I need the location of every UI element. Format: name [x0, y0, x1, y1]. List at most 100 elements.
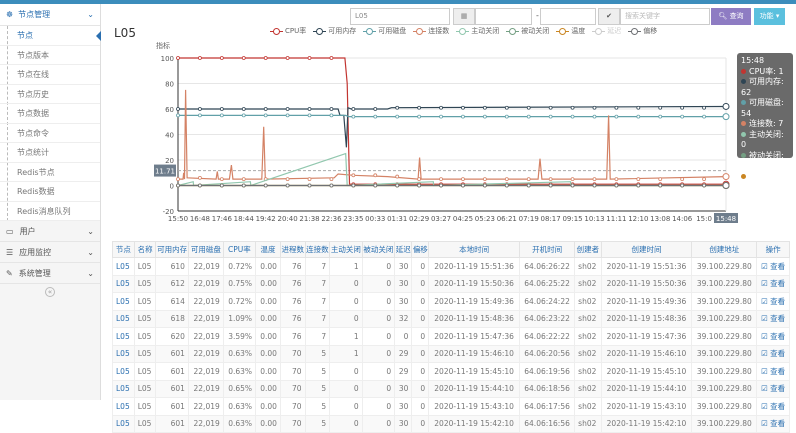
column-header[interactable]: 本地时间 [428, 241, 521, 258]
view-button[interactable]: ☑ 查看 [756, 309, 790, 328]
column-header[interactable]: 创建时间 [600, 241, 693, 258]
column-header[interactable]: 偏移 [411, 241, 430, 258]
sidebar-group[interactable]: ▭ 用户 ⌄ [0, 221, 100, 242]
column-header[interactable]: 被动关闭 [361, 241, 396, 258]
sidebar-item[interactable]: 节点 [0, 26, 101, 46]
edit-icon: ☑ [761, 261, 771, 271]
node-link[interactable]: L05 [112, 397, 135, 416]
x-tick-label: 05:23 [475, 215, 495, 223]
view-button[interactable]: ☑ 查看 [756, 397, 790, 416]
sidebar: ☸ 节点管理 ⌄ 节点 节点版本 节点在线 节点历史 节点数据 节点命令 节点统计 Redis… [0, 4, 101, 400]
legend-item[interactable]: 连接数 [413, 26, 449, 36]
view-label: 查看 [770, 331, 786, 341]
table-cell: 39.100.229.80 [691, 257, 758, 276]
node-link[interactable]: L05 [112, 362, 135, 381]
date-end-input[interactable] [540, 8, 596, 25]
legend-item[interactable]: 被动关闭 [506, 26, 549, 36]
x-tick-label: 16:48 [190, 215, 210, 223]
table-cell: 0 [411, 292, 430, 311]
calendar-icon[interactable]: ▦ [453, 8, 475, 25]
x-tick-label: 01:31 [387, 215, 407, 223]
search-input[interactable]: 搜索关键字 [620, 8, 710, 25]
sidebar-item[interactable]: 节点命令 [0, 124, 100, 143]
node-link[interactable]: L05 [112, 379, 135, 398]
column-header[interactable]: 延迟 [394, 241, 413, 258]
sidebar-collapse-button[interactable]: « [0, 284, 100, 300]
data-point [592, 177, 597, 182]
sidebar-item[interactable]: Redis消息队列 [0, 202, 100, 221]
column-header[interactable]: 连接数 [304, 241, 331, 258]
date-start-input[interactable] [475, 8, 532, 25]
table-cell: 0.63% [222, 344, 257, 363]
sidebar-item[interactable]: Redis节点 [0, 163, 100, 182]
sidebar-item[interactable]: 节点在线 [0, 65, 100, 85]
legend-item[interactable]: 温度 [556, 26, 585, 36]
column-header[interactable]: 操作 [756, 241, 790, 258]
table-cell: 0 [411, 327, 430, 346]
node-link[interactable]: L05 [112, 414, 135, 433]
view-button[interactable]: ☑ 查看 [756, 414, 790, 433]
data-point [461, 114, 465, 119]
sidebar-item[interactable]: Redis数据 [0, 182, 100, 202]
sidebar-section-node-management[interactable]: ☸ 节点管理 ⌄ [0, 4, 100, 26]
column-header[interactable]: 节点 [112, 241, 135, 258]
table-cell: 0 [411, 379, 430, 398]
query-button[interactable]: 🔍︎ 查询 [711, 8, 751, 25]
sidebar-group-label: 用户 [19, 226, 36, 236]
node-link[interactable]: L05 [112, 274, 135, 293]
data-point [198, 175, 202, 180]
node-link[interactable]: L05 [112, 292, 135, 311]
table-cell: sh02 [574, 292, 602, 311]
node-link[interactable]: L05 [112, 327, 135, 346]
node-link[interactable]: L05 [112, 257, 135, 276]
table-row: L05 L05 610 22,019 0.72% 0.00 76 7 1 0 30 0 2020-11-… [112, 257, 790, 276]
data-point [198, 107, 202, 111]
node-link[interactable]: L05 [112, 309, 135, 328]
column-header[interactable]: CPU率 [222, 241, 257, 258]
chevron-down-icon: ⌄ [87, 10, 94, 19]
sidebar-group[interactable]: ☰ 应用监控 ⌄ [0, 242, 100, 263]
node-link[interactable]: L05 [112, 344, 135, 363]
column-header[interactable]: 温度 [255, 241, 281, 258]
legend-item[interactable]: 延迟 [592, 26, 621, 36]
legend-item[interactable]: 主动关闭 [456, 26, 499, 36]
sidebar-group[interactable]: ✎ 系统管理 ⌄ [0, 263, 100, 284]
view-button[interactable]: ☑ 查看 [756, 327, 790, 346]
view-button[interactable]: ☑ 查看 [756, 379, 790, 398]
sidebar-item[interactable]: 节点历史 [0, 85, 100, 104]
function-dropdown[interactable]: 功能 ▾ [754, 8, 785, 25]
view-button[interactable]: ☑ 查看 [756, 257, 790, 276]
legend-item[interactable]: CPU率 [270, 26, 306, 36]
x-tick-label: 13:08 [650, 215, 670, 223]
view-button[interactable]: ☑ 查看 [756, 274, 790, 293]
view-button[interactable]: ☑ 查看 [756, 362, 790, 381]
sidebar-item[interactable]: 节点统计 [0, 143, 100, 163]
view-button[interactable]: ☑ 查看 [756, 292, 790, 311]
table-cell: 0 [329, 414, 363, 433]
column-header[interactable]: 名称 [133, 241, 157, 258]
sidebar-submenu: 节点 节点版本 节点在线 节点历史 节点数据 节点命令 节点统计 Redis节点 Redis数据… [0, 26, 101, 221]
column-header[interactable]: 开机时间 [519, 241, 576, 258]
sidebar-item[interactable]: 节点数据 [0, 104, 100, 124]
sidebar-item[interactable]: 节点版本 [0, 46, 100, 65]
column-header[interactable]: 创建地址 [691, 241, 758, 258]
data-point [351, 183, 356, 188]
table-cell: 0 [329, 397, 363, 416]
column-header[interactable]: 可用内存 [155, 241, 189, 258]
column-header[interactable]: 进程数 [279, 241, 306, 258]
node-input[interactable]: L05 [350, 8, 450, 25]
data-point [241, 56, 246, 60]
legend-item[interactable]: 可用磁盘 [363, 26, 406, 36]
column-header[interactable]: 主动关闭 [329, 241, 363, 258]
table-cell: 70 [279, 414, 306, 433]
data-point [329, 56, 334, 60]
legend-item[interactable]: 偏移 [628, 26, 657, 36]
data-point [351, 107, 356, 111]
legend-item[interactable]: 可用内存 [313, 26, 356, 36]
column-header[interactable]: 创建者 [574, 241, 602, 258]
column-header[interactable]: 可用磁盘 [187, 241, 224, 258]
check-icon[interactable]: ✔ [598, 8, 620, 25]
data-point [614, 177, 619, 182]
view-button[interactable]: ☑ 查看 [756, 344, 790, 363]
x-tick-label: 15:50 [168, 215, 188, 223]
